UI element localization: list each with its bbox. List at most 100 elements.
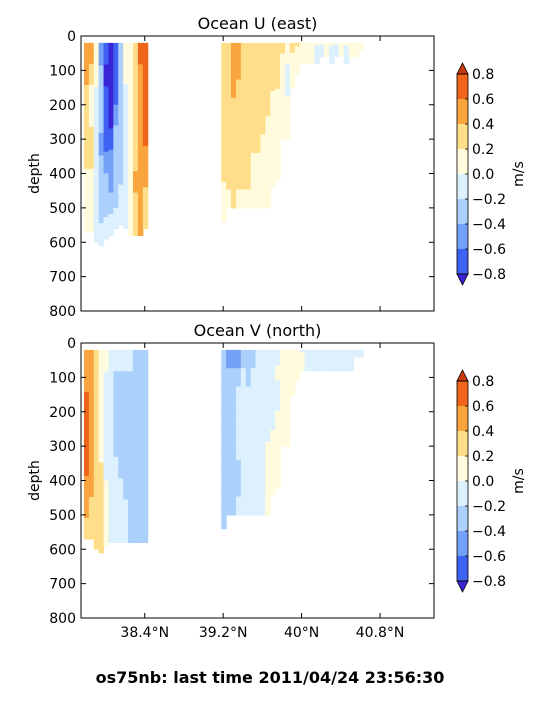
heatmap-cell (329, 47, 335, 51)
colorbar-band (457, 556, 468, 582)
heatmap-cell (329, 368, 335, 372)
heatmap-cell (289, 369, 296, 376)
heatmap-cell (250, 97, 257, 117)
heatmap-cell (260, 116, 266, 136)
colorbar-tick-label: −0.6 (472, 242, 506, 258)
heatmap-cell (98, 394, 105, 419)
heatmap-cell (103, 458, 110, 482)
colorbar-extend-max (456, 62, 469, 75)
heatmap-cell (132, 520, 139, 543)
heatmap-cell (103, 393, 110, 416)
heatmap-cell (255, 116, 262, 136)
heatmap-cell (226, 97, 232, 117)
heatmap-cell (132, 128, 139, 151)
heatmap-cell (231, 349, 237, 369)
heatmap-cell (299, 356, 306, 360)
heatmap-cells (83, 349, 364, 554)
heatmap-cell (221, 62, 227, 84)
heatmap-cell (284, 128, 291, 140)
heatmap-cell (240, 478, 247, 498)
heatmap-cell (358, 355, 364, 357)
heatmap-cell (309, 54, 315, 58)
heatmap-cell (250, 349, 257, 369)
heatmap-cell (245, 404, 252, 424)
heatmap-cell (93, 349, 100, 373)
heatmap-cell (299, 349, 306, 353)
colorbar-tick-label: 0.6 (472, 399, 494, 415)
heatmap-cell (309, 361, 315, 365)
heatmap-cell (358, 351, 364, 353)
heatmap-cell (284, 53, 291, 65)
heatmap-cell (226, 423, 232, 443)
heatmap-cell (221, 82, 227, 104)
heatmap-cell (226, 61, 232, 81)
heatmap-cell (108, 107, 114, 130)
y-tick-label: 500 (49, 201, 76, 217)
heatmap-cell (118, 204, 124, 226)
heatmap-cell (98, 372, 105, 396)
heatmap-cell (88, 496, 95, 519)
colorbar-tick-label: 0.6 (472, 92, 494, 108)
heatmap-cell (137, 85, 144, 108)
heatmap-cell (319, 359, 325, 362)
heatmap-cell (255, 61, 262, 81)
heatmap-cell (280, 96, 286, 108)
heatmap-cell (255, 349, 262, 369)
heatmap-cell (245, 459, 252, 479)
heatmap-cell (333, 359, 340, 362)
heatmap-cell (132, 371, 139, 394)
heatmap-cell (299, 54, 306, 58)
heatmap-cell (113, 371, 119, 394)
heatmap-cell (280, 414, 286, 426)
heatmap-cell (348, 42, 355, 46)
heatmap-cell (113, 520, 119, 543)
heatmap-cell (270, 365, 276, 383)
heatmap-cell (284, 403, 291, 415)
heatmap-cell (221, 201, 227, 223)
heatmap-cell (329, 365, 335, 369)
heatmap-cell (343, 54, 350, 58)
heatmap-cell (98, 110, 105, 134)
colorbar-tick-label: 0.4 (472, 117, 494, 133)
heatmap-cell (294, 70, 301, 75)
y-tick-label: 500 (49, 508, 76, 524)
heatmap-cell (343, 45, 350, 49)
y-tick-label: 0 (67, 29, 76, 45)
heatmap-cell (299, 42, 306, 46)
heatmap-cell (128, 149, 134, 172)
heatmap-cell (88, 517, 95, 540)
heatmap-cell (235, 404, 242, 424)
heatmap-cell (343, 359, 350, 362)
heatmap-cell (235, 42, 242, 62)
heatmap-cell (343, 42, 350, 46)
heatmap-cell (226, 368, 232, 388)
heatmap-cell (294, 49, 301, 54)
heatmap-cell (240, 441, 247, 461)
heatmap-cell (304, 45, 311, 49)
heatmap-cell (88, 454, 95, 477)
heatmap-cell (137, 107, 144, 130)
heatmap-cell (235, 97, 242, 117)
heatmap-cell (226, 134, 232, 154)
heatmap-cell (333, 356, 340, 360)
heatmap-cell (142, 104, 149, 126)
heatmap-cell (353, 53, 360, 56)
heatmap-cell (348, 45, 355, 49)
heatmap-cell (142, 125, 149, 147)
heatmap-cell (113, 125, 119, 147)
heatmap-cell (265, 423, 271, 443)
heatmap-cell (142, 187, 149, 209)
heatmap-cell (294, 367, 301, 372)
heatmap-cell (270, 414, 276, 431)
heatmap-cell (275, 395, 281, 412)
heatmap-cell (353, 52, 360, 55)
heatmap-cell (103, 108, 110, 131)
heatmap-cell (83, 126, 90, 149)
heatmap-cell (338, 42, 345, 46)
heatmap-cell (221, 409, 227, 430)
heatmap-cell (338, 363, 345, 367)
heatmap-cell (123, 349, 129, 372)
heatmap-cell (137, 435, 144, 458)
heatmap-cell (294, 56, 301, 61)
heatmap-cell (299, 52, 306, 55)
